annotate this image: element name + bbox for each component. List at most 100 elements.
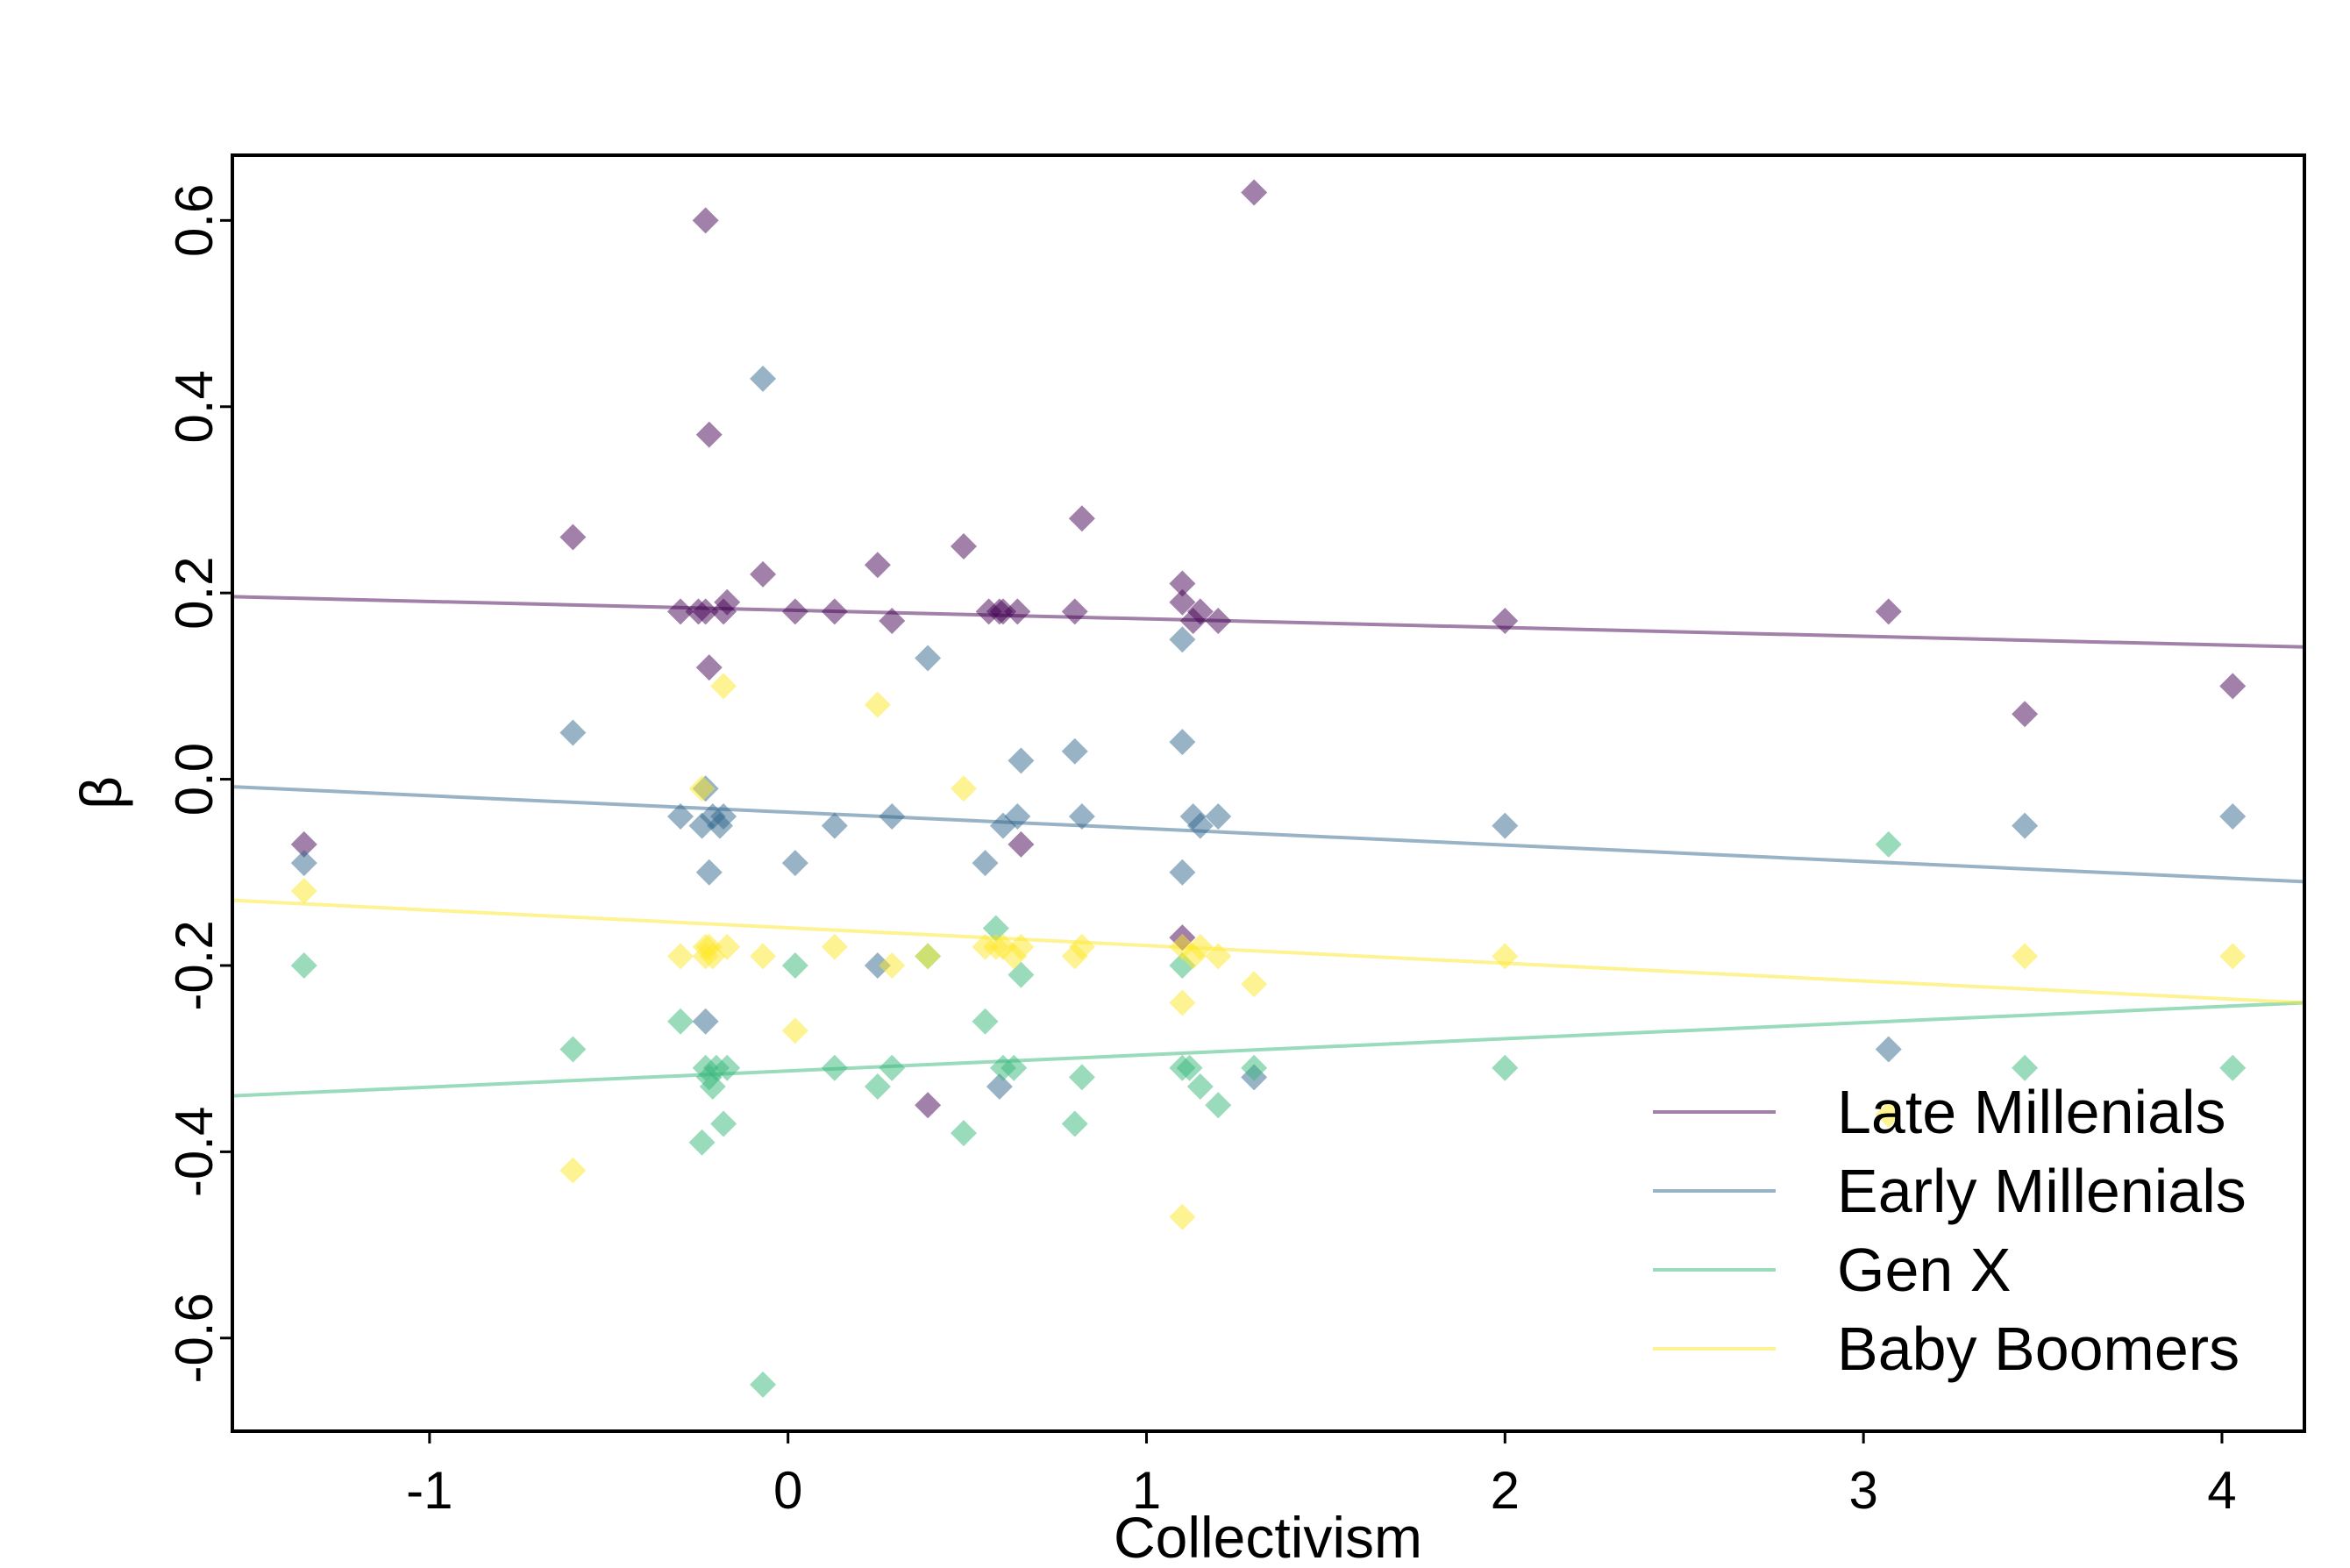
data-point [1061, 1110, 1088, 1137]
data-point [1241, 971, 1268, 998]
data-point [559, 524, 587, 551]
data-point [1068, 1064, 1095, 1091]
data-point [1061, 598, 1088, 625]
data-point [1169, 989, 1196, 1016]
x-tick-label: 2 [1491, 1461, 1520, 1520]
data-point [864, 951, 891, 979]
y-tick-label: -0.4 [165, 1107, 224, 1197]
data-point [915, 645, 942, 672]
trend-line-0 [231, 595, 2305, 649]
y-tick-label: -0.2 [165, 920, 224, 1010]
data-point [1008, 933, 1035, 960]
trend-line-1 [231, 785, 2305, 884]
data-point [879, 1054, 906, 1081]
data-points [290, 179, 2247, 1398]
data-point [2012, 1054, 2039, 1081]
x-axis-title: Collectivism [1114, 1505, 1422, 1568]
data-point [1004, 803, 1031, 830]
y-axis: -0.6 -0.4 -0.2 0.0 0.2 0.4 0.6 [165, 184, 232, 1383]
data-point [688, 775, 716, 802]
data-point [1205, 803, 1232, 830]
data-point [699, 1073, 726, 1101]
data-point [864, 691, 891, 718]
data-point [1169, 859, 1196, 886]
data-point [1004, 598, 1031, 625]
data-point [951, 1120, 977, 1147]
regression-lines [231, 595, 2305, 1098]
data-point [695, 421, 723, 448]
data-point [1068, 505, 1095, 532]
data-point [1205, 608, 1232, 635]
data-point [1169, 588, 1196, 616]
x-tick-label: -1 [406, 1461, 452, 1520]
data-point [692, 598, 719, 625]
data-point [1068, 803, 1095, 830]
data-point [986, 1073, 1013, 1101]
data-point [290, 878, 317, 905]
data-point [688, 1129, 716, 1156]
data-point [879, 803, 906, 830]
data-point [667, 598, 694, 625]
data-point [2219, 673, 2247, 700]
data-point [781, 850, 808, 877]
data-point [1008, 830, 1035, 858]
legend: Late Millenials Early Millenials Gen X Baby… [1653, 1078, 2247, 1383]
data-point [879, 608, 906, 635]
trend-line-3 [231, 898, 2305, 1005]
data-point [1008, 747, 1035, 774]
data-point [710, 673, 737, 700]
data-point [972, 1008, 999, 1035]
data-point [951, 775, 977, 802]
data-point [879, 951, 906, 979]
data-point [972, 850, 999, 877]
data-point [750, 560, 777, 588]
data-point [1875, 598, 1902, 625]
data-point [781, 951, 808, 979]
y-tick-label: 0.0 [165, 743, 224, 816]
data-point [864, 552, 891, 579]
data-point [1875, 1036, 1902, 1063]
x-tick-label: 3 [1848, 1461, 1877, 1520]
data-point [2219, 803, 2247, 830]
data-point [1068, 933, 1095, 960]
data-point [1169, 1203, 1196, 1230]
data-point [951, 533, 977, 560]
data-point [1001, 1054, 1028, 1081]
legend-label: Gen X [1837, 1236, 2011, 1304]
y-tick-label: -0.6 [165, 1293, 224, 1383]
data-point [710, 1110, 737, 1137]
x-tick-label: 0 [773, 1461, 802, 1520]
data-point [290, 850, 317, 877]
data-point [559, 1036, 587, 1063]
data-point [2012, 812, 2039, 839]
data-point [710, 803, 737, 830]
data-point [750, 1371, 777, 1398]
data-point [695, 654, 723, 681]
data-point [1186, 598, 1214, 625]
data-point [821, 812, 848, 839]
data-point [1205, 1092, 1232, 1119]
data-point [1186, 812, 1214, 839]
data-point [781, 1017, 808, 1044]
data-point [915, 1092, 942, 1119]
data-point [667, 943, 694, 970]
data-point [750, 943, 777, 970]
y-tick-label: 0.6 [165, 184, 224, 257]
data-point [750, 365, 777, 392]
data-point [864, 1073, 891, 1101]
data-point [714, 1054, 741, 1081]
data-point [1875, 1101, 1902, 1128]
data-point [1186, 933, 1214, 960]
data-point [692, 1008, 719, 1035]
y-tick-label: 0.2 [165, 556, 224, 629]
data-point [559, 1157, 587, 1184]
trend-line-2 [231, 1001, 2305, 1098]
data-point [1875, 830, 1902, 858]
data-point [821, 598, 848, 625]
data-point [290, 830, 317, 858]
data-point [695, 859, 723, 886]
data-point [781, 598, 808, 625]
data-point [821, 1054, 848, 1081]
